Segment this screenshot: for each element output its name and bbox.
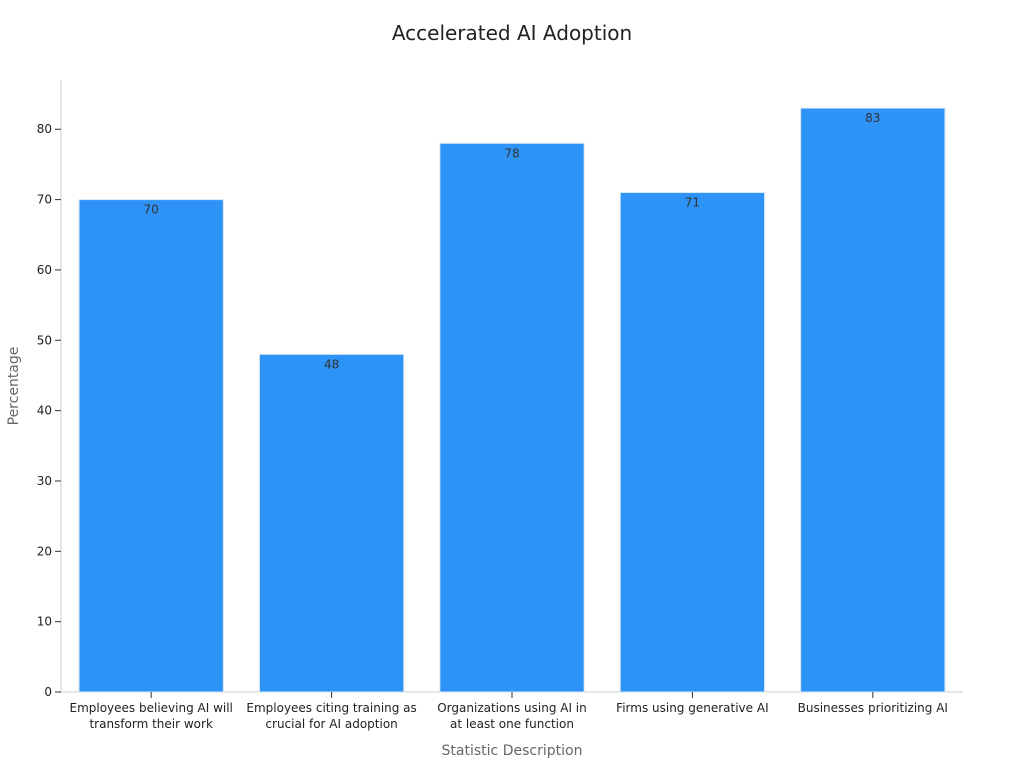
y-axis-label: Percentage — [6, 347, 22, 426]
data-label: 78 — [504, 146, 519, 160]
y-tick-label: 0 — [44, 685, 52, 699]
bar — [439, 142, 585, 693]
bar — [619, 192, 766, 693]
x-tick-label: Businesses prioritizing AI — [798, 701, 948, 715]
bar — [258, 353, 405, 693]
x-tick-label-line: transform their work — [89, 717, 213, 731]
x-tick-label-line: at least one function — [450, 717, 574, 731]
y-tick-label: 70 — [37, 193, 52, 207]
x-tick-label-line: Businesses prioritizing AI — [798, 701, 948, 715]
plot-area: 0 10 20 30 40 50 60 70 80 70 Employees believing A… — [37, 80, 963, 731]
x-tick-label: Organizations using AI in at least one fu… — [437, 701, 587, 731]
y-tick-label: 30 — [37, 474, 52, 488]
x-tick-label-line: Firms using generative AI — [616, 701, 768, 715]
y-tick-label: 40 — [37, 404, 52, 418]
x-tick-label: Firms using generative AI — [616, 701, 768, 715]
x-tick-label: Employees citing training as crucial for … — [246, 701, 416, 731]
y-tick-label: 60 — [37, 263, 52, 277]
bar — [78, 199, 224, 693]
y-tick-label: 10 — [37, 615, 52, 629]
x-axis-label: Statistic Description — [442, 743, 583, 759]
x-tick-label-line: Employees believing AI will — [69, 701, 232, 715]
data-label: 71 — [685, 196, 700, 210]
y-tick-label: 50 — [37, 333, 52, 347]
x-tick-label-line: Employees citing training as — [246, 701, 416, 715]
bar — [800, 107, 946, 693]
x-tick-label-line: Organizations using AI in — [437, 701, 587, 715]
chart-title: Accelerated AI Adoption — [392, 21, 632, 45]
y-tick-label: 20 — [37, 544, 52, 558]
data-label: 48 — [324, 357, 339, 371]
x-tick-label: Employees believing AI will transform the… — [69, 701, 232, 731]
y-tick-label: 80 — [37, 122, 52, 136]
x-tick-label-line: crucial for AI adoption — [265, 717, 397, 731]
data-label: 83 — [865, 111, 880, 125]
data-label: 70 — [144, 203, 159, 217]
